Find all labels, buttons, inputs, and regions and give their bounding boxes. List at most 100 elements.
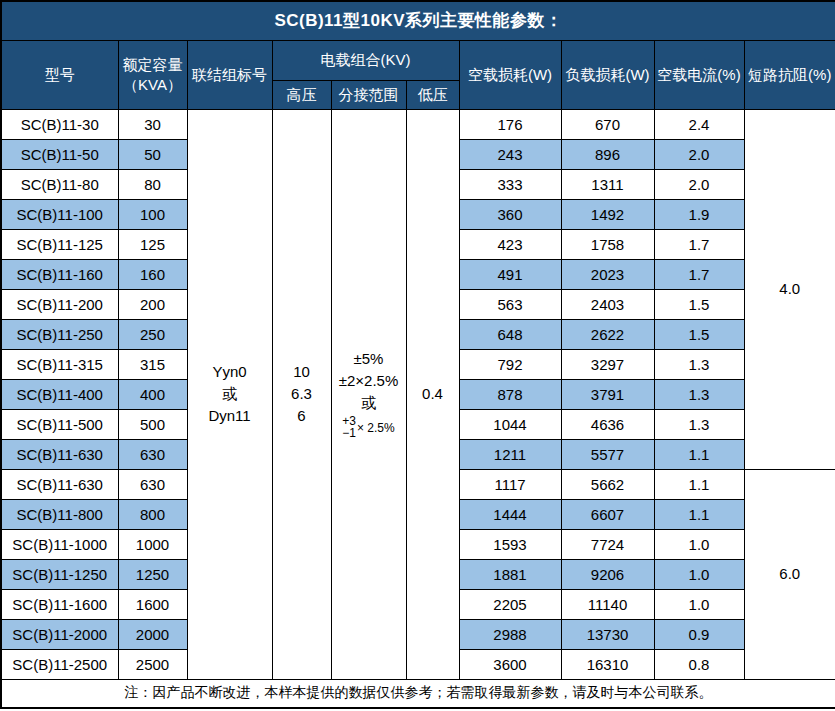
cell-load-loss: 670 bbox=[561, 109, 654, 139]
cell-high-voltage: 106.36 bbox=[272, 109, 331, 679]
col-header-tap-range: 分接范围 bbox=[331, 80, 406, 109]
header-row: 型号 额定容量（KVA） 联结组标号 电载组合(KV) 空载损耗(W) 负载损耗… bbox=[1, 40, 835, 80]
cell-no-load-loss: 792 bbox=[459, 349, 561, 379]
cell-no-load-current: 1.1 bbox=[654, 499, 744, 529]
cell-no-load-loss: 1044 bbox=[459, 409, 561, 439]
cell-no-load-loss: 2205 bbox=[459, 589, 561, 619]
cell-capacity: 160 bbox=[118, 259, 187, 289]
cell-no-load-current: 1.3 bbox=[654, 409, 744, 439]
cell-load-loss: 2622 bbox=[561, 319, 654, 349]
cell-no-load-loss: 2988 bbox=[459, 619, 561, 649]
cell-load-loss: 4636 bbox=[561, 409, 654, 439]
cell-load-loss: 2023 bbox=[561, 259, 654, 289]
cell-load-loss: 9206 bbox=[561, 559, 654, 589]
cell-load-loss: 3297 bbox=[561, 349, 654, 379]
cell-model: SC(B)11-1250 bbox=[1, 559, 118, 589]
cell-model: SC(B)11-630 bbox=[1, 469, 118, 499]
cell-model: SC(B)11-30 bbox=[1, 109, 118, 139]
cell-no-load-current: 1.7 bbox=[654, 259, 744, 289]
cell-load-loss: 5577 bbox=[561, 439, 654, 469]
cell-no-load-loss: 3600 bbox=[459, 649, 561, 679]
cell-load-loss: 7724 bbox=[561, 529, 654, 559]
cell-no-load-loss: 1881 bbox=[459, 559, 561, 589]
col-header-high-voltage: 高压 bbox=[272, 80, 331, 109]
cell-no-load-loss: 491 bbox=[459, 259, 561, 289]
cell-model: SC(B)11-800 bbox=[1, 499, 118, 529]
cell-no-load-loss: 333 bbox=[459, 169, 561, 199]
tap-stack-column: +3 −1 bbox=[342, 415, 356, 440]
footer-row: 注：因产品不断改进，本样本提供的数据仅供参考；若需取得最新参数，请及时与本公司联… bbox=[1, 679, 835, 708]
col-header-connection-group: 联结组标号 bbox=[187, 40, 272, 109]
title-row: SC(B)11型10KV系列主要性能参数： bbox=[1, 1, 835, 40]
cell-model: SC(B)11-2000 bbox=[1, 619, 118, 649]
cell-connection-group: Yyn0或Dyn11 bbox=[187, 109, 272, 679]
cell-load-loss: 5662 bbox=[561, 469, 654, 499]
cell-load-loss: 13730 bbox=[561, 619, 654, 649]
cell-capacity: 250 bbox=[118, 319, 187, 349]
col-header-load-loss: 负载损耗(W) bbox=[561, 40, 654, 109]
col-header-impedance: 短路抗阻(%) bbox=[744, 40, 835, 109]
cell-model: SC(B)11-160 bbox=[1, 259, 118, 289]
col-header-no-load-current: 空载电流(%) bbox=[654, 40, 744, 109]
cell-no-load-loss: 563 bbox=[459, 289, 561, 319]
cell-no-load-current: 1.3 bbox=[654, 349, 744, 379]
cell-no-load-current: 2.0 bbox=[654, 169, 744, 199]
cell-load-loss: 3791 bbox=[561, 379, 654, 409]
cell-capacity: 30 bbox=[118, 109, 187, 139]
cell-no-load-current: 1.7 bbox=[654, 229, 744, 259]
tap-range-line: ±2×2.5% bbox=[334, 370, 404, 392]
col-header-model: 型号 bbox=[1, 40, 118, 109]
cell-capacity: 50 bbox=[118, 139, 187, 169]
cell-capacity: 400 bbox=[118, 379, 187, 409]
cell-load-loss: 6607 bbox=[561, 499, 654, 529]
cell-no-load-current: 1.9 bbox=[654, 199, 744, 229]
cell-no-load-current: 1.5 bbox=[654, 289, 744, 319]
cell-no-load-loss: 360 bbox=[459, 199, 561, 229]
cell-capacity: 1600 bbox=[118, 589, 187, 619]
col-header-low-voltage: 低压 bbox=[406, 80, 459, 109]
col-header-no-load-loss: 空载损耗(W) bbox=[459, 40, 561, 109]
cell-no-load-loss: 1593 bbox=[459, 529, 561, 559]
cell-model: SC(B)11-630 bbox=[1, 439, 118, 469]
cell-model: SC(B)11-200 bbox=[1, 289, 118, 319]
col-header-capacity: 额定容量（KVA） bbox=[118, 40, 187, 109]
cell-tap-range: ±5% ±2×2.5% 或 +3 −1 × 2.5% bbox=[331, 109, 406, 679]
page-title: SC(B)11型10KV系列主要性能参数： bbox=[1, 1, 835, 40]
cell-no-load-loss: 1211 bbox=[459, 439, 561, 469]
col-header-voltage-combination: 电载组合(KV) bbox=[272, 40, 459, 80]
cell-capacity: 1250 bbox=[118, 559, 187, 589]
cell-capacity: 80 bbox=[118, 169, 187, 199]
cell-no-load-current: 0.9 bbox=[654, 619, 744, 649]
cell-load-loss: 2403 bbox=[561, 289, 654, 319]
cell-no-load-loss: 878 bbox=[459, 379, 561, 409]
cell-capacity: 500 bbox=[118, 409, 187, 439]
cell-no-load-loss: 1117 bbox=[459, 469, 561, 499]
table-body: SC(B)11-3030 Yyn0或Dyn11 106.36 ±5% ±2×2.… bbox=[1, 109, 835, 679]
footer-note: 注：因产品不断改进，本样本提供的数据仅供参考；若需取得最新参数，请及时与本公司联… bbox=[1, 679, 835, 708]
cell-capacity: 100 bbox=[118, 199, 187, 229]
cell-model: SC(B)11-1000 bbox=[1, 529, 118, 559]
cell-no-load-current: 1.0 bbox=[654, 559, 744, 589]
spec-table: SC(B)11型10KV系列主要性能参数： 型号 额定容量（KVA） 联结组标号… bbox=[0, 0, 835, 709]
cell-model: SC(B)11-50 bbox=[1, 139, 118, 169]
cell-load-loss: 1492 bbox=[561, 199, 654, 229]
cell-no-load-current: 1.1 bbox=[654, 439, 744, 469]
cell-load-loss: 896 bbox=[561, 139, 654, 169]
cell-model: SC(B)11-250 bbox=[1, 319, 118, 349]
tap-range-stack: +3 −1 × 2.5% bbox=[334, 415, 404, 440]
tap-stack-bottom: −1 bbox=[342, 427, 356, 440]
cell-capacity: 1000 bbox=[118, 529, 187, 559]
cell-no-load-current: 1.0 bbox=[654, 589, 744, 619]
cell-no-load-current: 2.4 bbox=[654, 109, 744, 139]
cell-model: SC(B)11-400 bbox=[1, 379, 118, 409]
cell-model: SC(B)11-500 bbox=[1, 409, 118, 439]
cell-model: SC(B)11-1600 bbox=[1, 589, 118, 619]
cell-no-load-loss: 243 bbox=[459, 139, 561, 169]
cell-model: SC(B)11-2500 bbox=[1, 649, 118, 679]
cell-no-load-current: 1.5 bbox=[654, 319, 744, 349]
cell-no-load-current: 1.1 bbox=[654, 469, 744, 499]
cell-no-load-current: 1.0 bbox=[654, 529, 744, 559]
cell-load-loss: 11140 bbox=[561, 589, 654, 619]
cell-impedance: 4.0 bbox=[744, 109, 835, 469]
cell-low-voltage: 0.4 bbox=[406, 109, 459, 679]
